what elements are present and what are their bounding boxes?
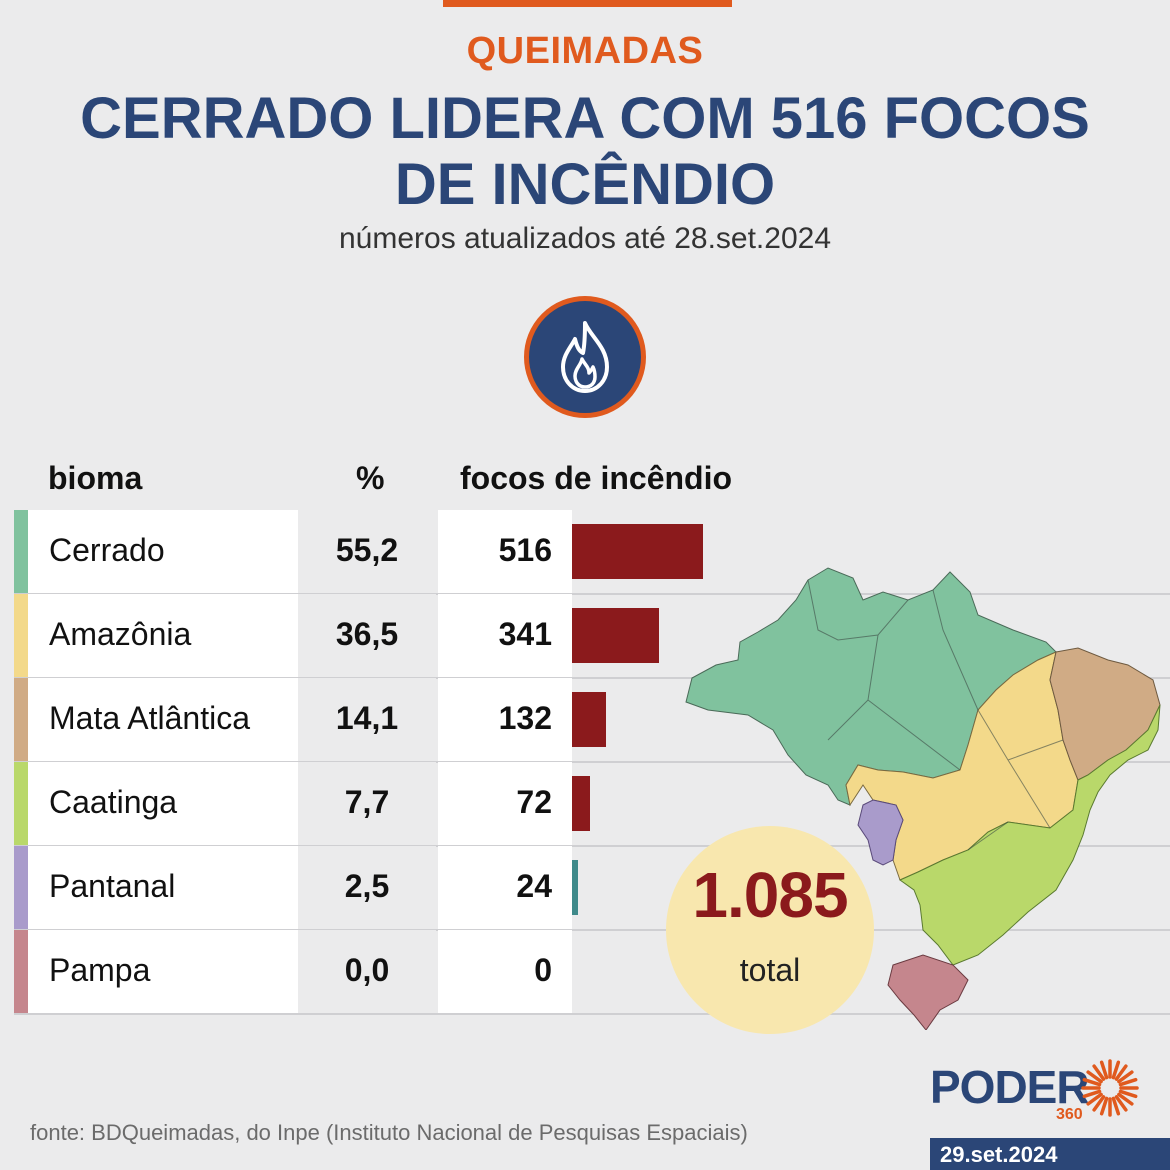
biome-name-cell: Mata Atlântica: [28, 678, 312, 761]
sun-ray: [1099, 1096, 1109, 1116]
sun-ray: [1111, 1060, 1121, 1080]
publish-date: 29.set.2024: [940, 1142, 1058, 1167]
fire-icon-badge: [524, 296, 646, 418]
biome-color-swatch: [14, 846, 28, 929]
focos-value: 132: [498, 700, 552, 736]
percent-cell: 14,1: [298, 678, 436, 761]
table-row: Mata Atlântica 14,1 132: [14, 678, 1170, 761]
total-label: total: [739, 952, 801, 988]
percent-value: 55,2: [335, 532, 399, 568]
row-divider: [14, 761, 1170, 763]
top-accent-bar: [443, 0, 732, 7]
sun-ray: [1114, 1064, 1128, 1081]
focos-value: 24: [516, 868, 552, 904]
focos-value: 341: [498, 616, 552, 652]
biome-name-cell: Cerrado: [28, 510, 312, 593]
table-row: Cerrado 55,2 516: [14, 510, 1170, 593]
percent-value: 7,7: [344, 784, 390, 820]
bar: [572, 608, 659, 663]
fire-icon: [561, 321, 609, 393]
sun-ray: [1117, 1070, 1134, 1084]
map-region-mata-atlantica: [898, 704, 1161, 966]
biome-name: Cerrado: [49, 532, 165, 568]
page-title: CERRADO LIDERA COM 516 FOCOS DE INCÊNDIO: [80, 86, 1090, 217]
sun-ray: [1099, 1060, 1109, 1080]
biome-name-cell: Pantanal: [28, 846, 312, 929]
biome-name: Caatinga: [49, 784, 178, 820]
subtitle: números atualizados até 28.set.2024: [339, 222, 831, 255]
total-value: 1.085: [692, 859, 848, 931]
biome-name: Mata Atlântica: [49, 700, 250, 736]
brand-logo: PODER: [930, 1061, 1090, 1113]
sun-ray: [1082, 1077, 1102, 1087]
column-header-percent: %: [356, 460, 385, 496]
sun-ray: [1117, 1092, 1134, 1106]
percent-cell: 36,5: [298, 594, 436, 677]
row-divider: [14, 929, 1170, 931]
focos-value: 516: [498, 532, 552, 568]
map-region-pampa: [887, 954, 969, 1030]
focos-cell: 24: [438, 846, 572, 929]
sun-ray: [1092, 1095, 1106, 1112]
sun-ray: [1086, 1070, 1103, 1084]
map-region-pantanal: [857, 799, 904, 866]
bar: [572, 692, 606, 747]
table-row: Pampa 0,0 0: [14, 930, 1170, 1013]
total-badge: 1.085 total: [666, 826, 874, 1034]
focos-value: 72: [516, 784, 552, 820]
sun-ray: [1118, 1089, 1138, 1099]
source-note: fonte: BDQueimadas, do Inpe (Instituto N…: [30, 1120, 748, 1145]
row-divider: [14, 593, 1170, 595]
focos-cell: 341: [438, 594, 572, 677]
biome-color-swatch: [14, 594, 28, 677]
date-badge: 29.set.2024: [930, 1138, 1170, 1170]
percent-cell: 2,5: [298, 846, 436, 929]
table-row: Caatinga 7,7 72: [14, 762, 1170, 845]
percent-value: 2,5: [344, 868, 390, 904]
biome-color-swatch: [14, 930, 28, 1013]
biome-name: Pampa: [49, 952, 151, 988]
focos-cell: 516: [438, 510, 572, 593]
sun-logo-icon: [1081, 1059, 1139, 1117]
bar: [572, 776, 590, 831]
sun-ray: [1082, 1089, 1102, 1099]
focos-value: 0: [534, 952, 552, 988]
sun-ray: [1114, 1095, 1128, 1112]
bar: [572, 524, 703, 579]
biome-name: Amazônia: [49, 616, 192, 652]
focos-cell: 132: [438, 678, 572, 761]
column-header-focos: focos de incêndio: [460, 460, 733, 496]
sun-ray: [1086, 1092, 1103, 1106]
biome-color-swatch: [14, 678, 28, 761]
biome-color-swatch: [14, 762, 28, 845]
biome-name-cell: Caatinga: [28, 762, 312, 845]
percent-cell: 7,7: [298, 762, 436, 845]
row-divider: [14, 1013, 1170, 1015]
percent-value: 14,1: [335, 700, 399, 736]
biome-name: Pantanal: [49, 868, 176, 904]
biome-name-cell: Pampa: [28, 930, 312, 1013]
biome-name-cell: Amazônia: [28, 594, 312, 677]
focos-cell: 72: [438, 762, 572, 845]
brand-suffix: 360: [1056, 1106, 1083, 1123]
percent-value: 36,5: [335, 616, 399, 652]
brazil-biome-map: [685, 567, 1161, 1030]
percent-value: 0,0: [344, 952, 390, 988]
percent-cell: 0,0: [298, 930, 436, 1013]
column-header-bioma: bioma: [48, 460, 143, 496]
sun-ray: [1111, 1096, 1121, 1116]
bar: [572, 860, 578, 915]
focos-cell: 0: [438, 930, 572, 1013]
sun-ray: [1092, 1064, 1106, 1081]
kicker: QUEIMADAS: [466, 30, 704, 72]
table-row: Pantanal 2,5 24: [14, 846, 1170, 929]
table-row: Amazônia 36,5 341: [14, 594, 1170, 677]
row-divider: [14, 845, 1170, 847]
row-divider: [14, 677, 1170, 679]
biome-color-swatch: [14, 510, 28, 593]
sun-ray: [1118, 1077, 1138, 1087]
percent-cell: 55,2: [298, 510, 436, 593]
